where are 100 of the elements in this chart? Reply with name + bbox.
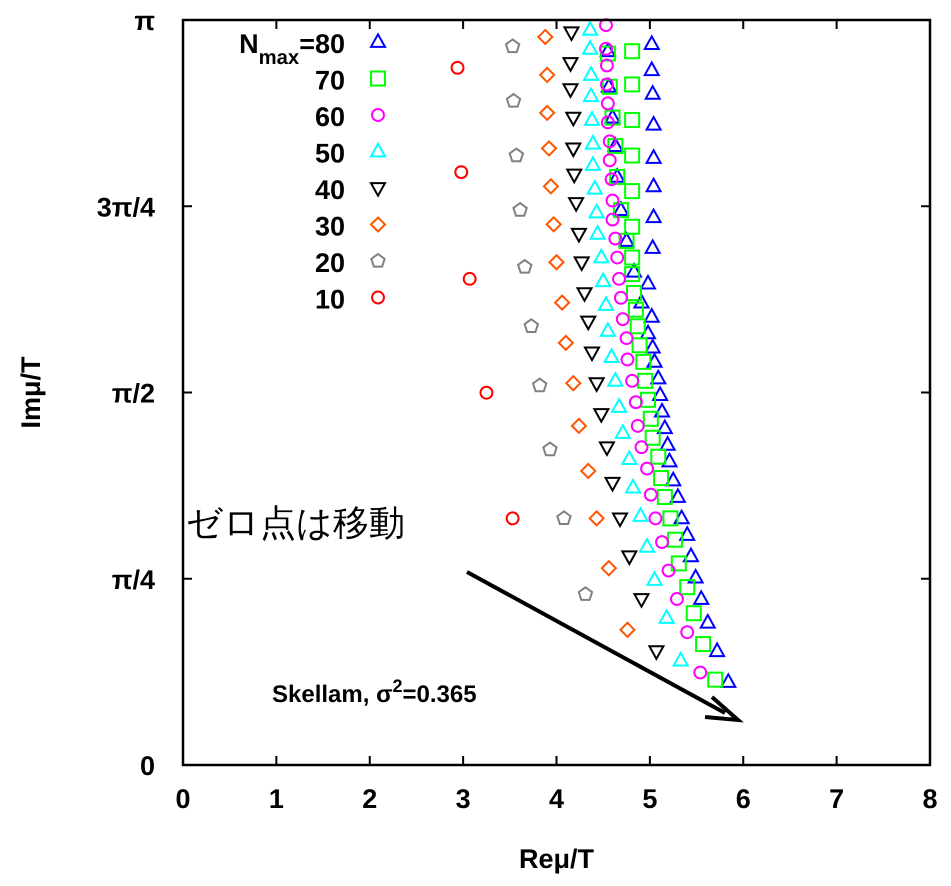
- point: [604, 172, 619, 186]
- point: [637, 372, 654, 389]
- point: [586, 180, 603, 195]
- point: [650, 370, 666, 384]
- point: [539, 66, 556, 83]
- point: [632, 507, 649, 522]
- x-tick-label: 8: [922, 784, 938, 814]
- point: [616, 312, 630, 326]
- y-axis-title: Imμ/T: [16, 356, 46, 429]
- point: [655, 535, 669, 550]
- y-tick-label: π/4: [112, 564, 155, 595]
- point: [688, 568, 704, 584]
- legend-label: 30: [314, 212, 345, 242]
- point: [682, 548, 699, 562]
- point: [642, 410, 659, 427]
- point: [644, 35, 660, 50]
- point: [646, 208, 662, 224]
- point: [670, 555, 687, 572]
- point: [672, 652, 689, 667]
- point: [506, 511, 520, 526]
- point: [619, 622, 636, 638]
- point: [584, 111, 600, 126]
- point: [628, 395, 643, 410]
- point: [679, 526, 696, 541]
- point: [506, 93, 522, 108]
- point: [542, 442, 558, 456]
- point: [650, 448, 666, 465]
- point: [583, 66, 600, 81]
- point: [624, 148, 640, 164]
- x-tick-label: 4: [548, 784, 564, 814]
- point: [658, 609, 675, 624]
- point: [620, 331, 634, 346]
- point: [595, 272, 612, 288]
- x-tick-label: 3: [456, 784, 471, 814]
- point: [634, 440, 648, 454]
- point: [599, 18, 613, 32]
- point: [625, 478, 642, 494]
- point: [662, 510, 678, 526]
- point: [614, 290, 628, 305]
- point: [693, 666, 708, 680]
- point: [635, 354, 652, 370]
- point: [640, 274, 656, 290]
- point: [583, 88, 600, 102]
- point: [512, 202, 528, 217]
- point: [539, 104, 556, 121]
- point: [670, 592, 684, 606]
- point: [644, 308, 660, 323]
- point: [599, 42, 613, 56]
- point: [565, 375, 582, 392]
- point: [624, 76, 640, 92]
- point: [624, 112, 640, 128]
- point: [640, 392, 656, 408]
- point: [662, 564, 676, 578]
- point: [600, 322, 616, 337]
- point: [624, 43, 640, 60]
- point: [588, 204, 605, 218]
- point: [646, 353, 663, 368]
- point: [548, 254, 564, 270]
- x-tick-label: 2: [362, 784, 378, 814]
- point: [626, 285, 642, 302]
- y-tick-label: 3π/4: [96, 192, 155, 222]
- point: [679, 579, 696, 596]
- point: [541, 140, 558, 156]
- point: [644, 488, 658, 502]
- point: [608, 232, 622, 246]
- point: [508, 148, 524, 162]
- point: [554, 294, 570, 311]
- annotation: Skellam, σ$^{2}$=0.365: [272, 676, 477, 708]
- point: [653, 470, 670, 486]
- point: [630, 318, 646, 334]
- point: [612, 272, 626, 286]
- point: [656, 420, 673, 434]
- point: [604, 348, 620, 364]
- point: [584, 134, 601, 150]
- point: [607, 372, 624, 387]
- point: [598, 296, 614, 311]
- x-tick-label: 7: [829, 784, 844, 814]
- point: [640, 324, 656, 340]
- point: [588, 510, 605, 526]
- point: [558, 334, 574, 351]
- point: [602, 153, 617, 168]
- point: [660, 436, 676, 451]
- point: [646, 178, 662, 192]
- point: [578, 586, 594, 601]
- point: [600, 58, 614, 72]
- point: [537, 28, 554, 45]
- point: [639, 538, 656, 553]
- point: [600, 96, 615, 110]
- point: [582, 21, 598, 36]
- point: [450, 60, 464, 75]
- point: [542, 178, 559, 194]
- legend-label: 20: [314, 248, 345, 278]
- point: [686, 605, 702, 622]
- point: [648, 511, 662, 526]
- x-tick-label: 1: [268, 784, 284, 814]
- point: [652, 386, 668, 401]
- point: [611, 398, 628, 413]
- point: [454, 165, 468, 180]
- point: [646, 116, 662, 131]
- point: [644, 338, 661, 354]
